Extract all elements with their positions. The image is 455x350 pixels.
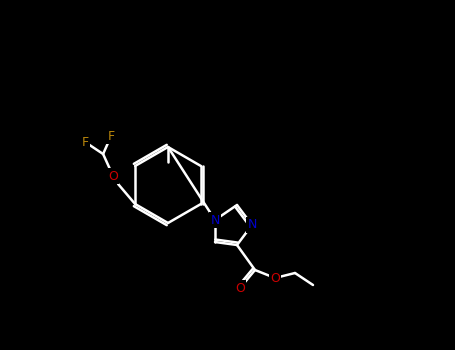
Text: F: F bbox=[107, 130, 115, 142]
Text: F: F bbox=[81, 135, 89, 148]
Text: O: O bbox=[270, 272, 280, 285]
Text: O: O bbox=[108, 169, 118, 182]
Text: N: N bbox=[248, 218, 257, 231]
Text: N: N bbox=[210, 214, 220, 226]
Text: O: O bbox=[235, 281, 245, 294]
